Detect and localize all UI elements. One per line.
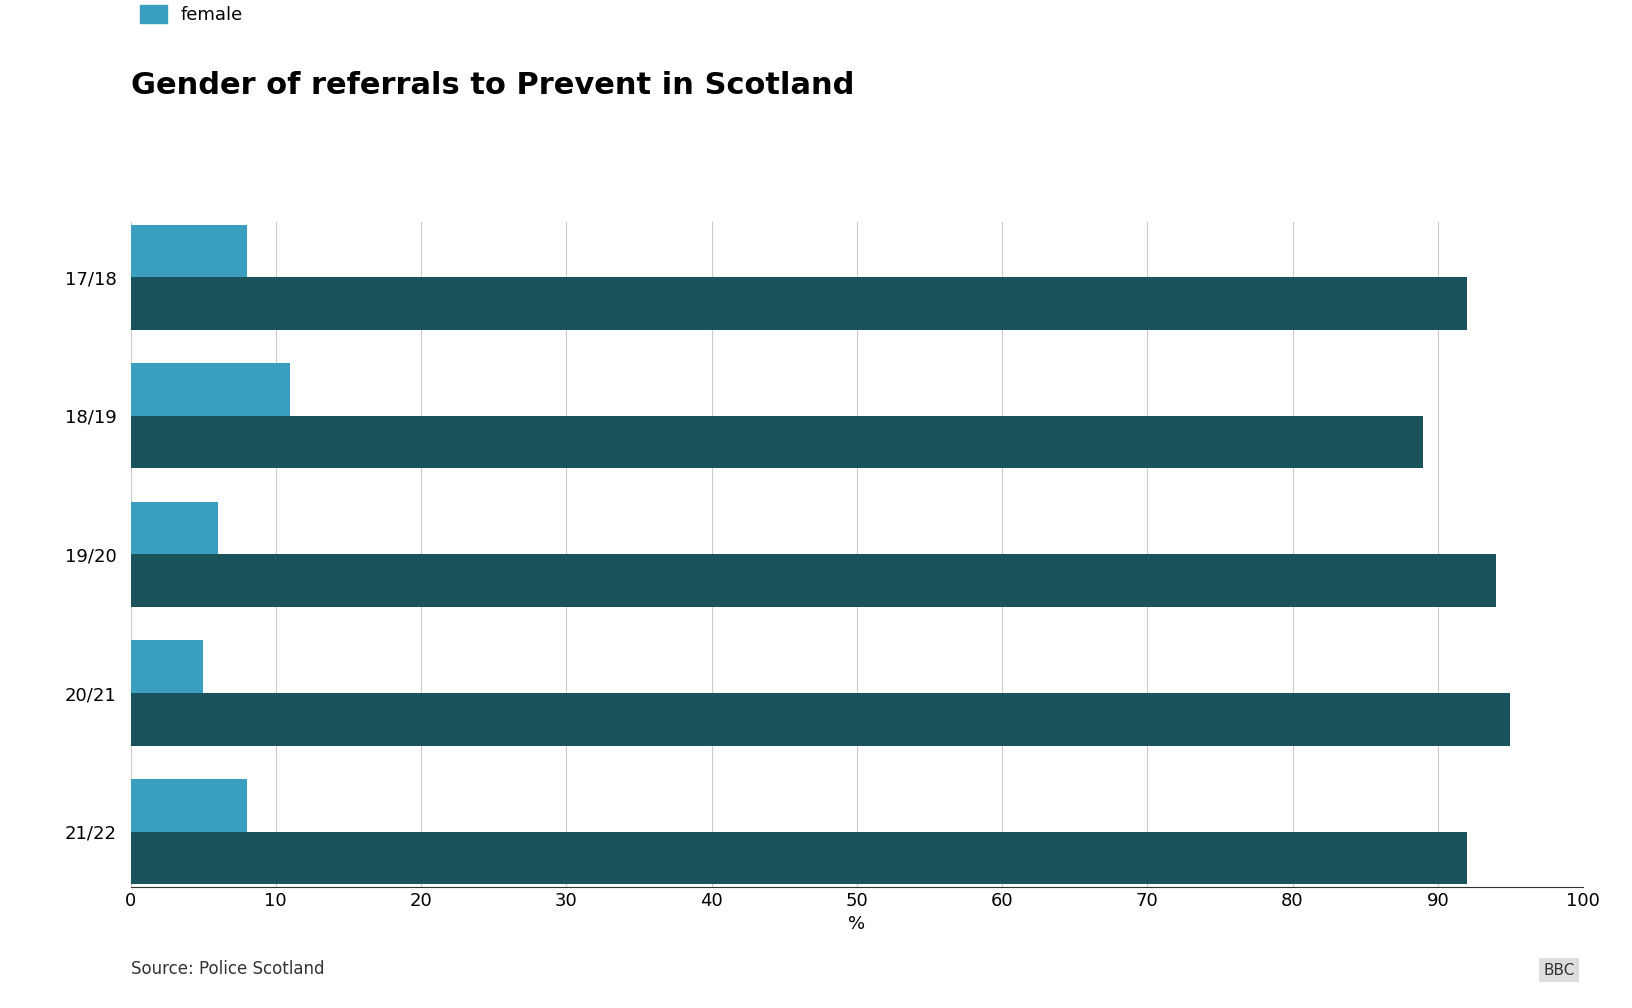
Bar: [131, 640, 204, 694]
Text: Source: Police Scotland: Source: Police Scotland: [131, 960, 325, 978]
X-axis label: %: %: [849, 915, 865, 933]
Bar: [131, 363, 290, 416]
Text: Gender of referrals to Prevent in Scotland: Gender of referrals to Prevent in Scotla…: [131, 71, 854, 100]
Bar: [131, 694, 1511, 746]
Bar: [131, 554, 1497, 607]
Bar: [131, 502, 217, 554]
Bar: [131, 225, 246, 277]
Bar: [131, 779, 246, 832]
Text: BBC: BBC: [1544, 963, 1575, 978]
Bar: [131, 415, 1423, 469]
Bar: [131, 277, 1467, 330]
Bar: [131, 832, 1467, 884]
Legend: male, female: male, female: [140, 0, 243, 24]
